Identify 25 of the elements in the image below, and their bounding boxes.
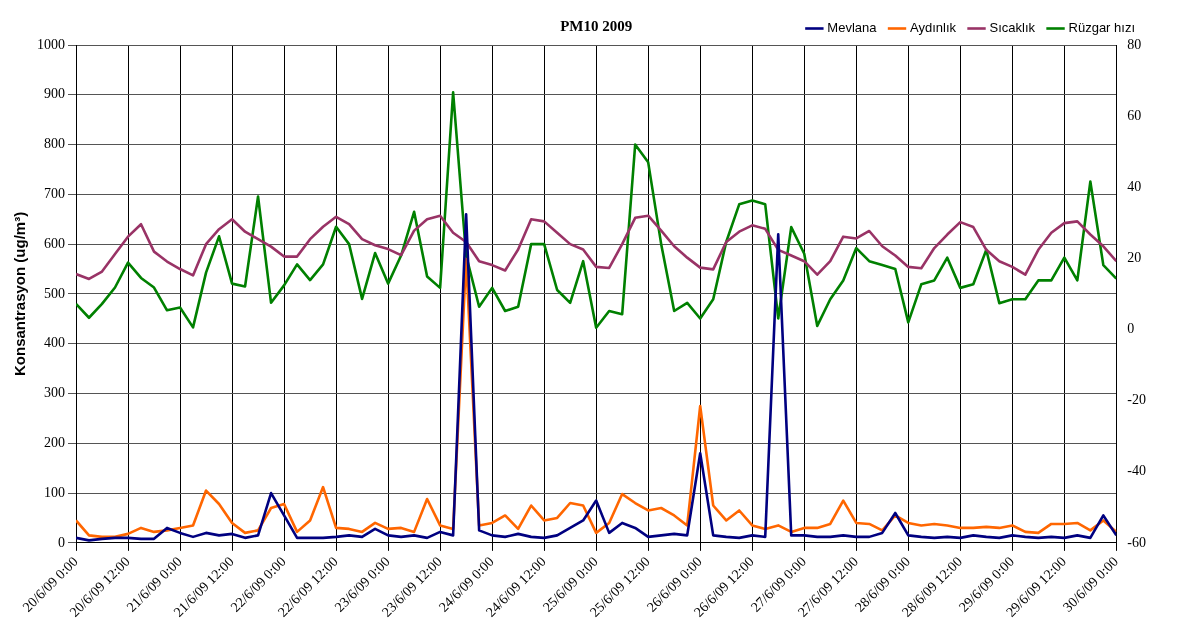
y-tick-label: 600 bbox=[44, 235, 65, 251]
chart-title: PM10 2009 bbox=[560, 17, 633, 34]
legend-label: Aydınlık bbox=[910, 20, 957, 36]
y-tick-label: 300 bbox=[44, 385, 65, 401]
y-tick-label: 700 bbox=[44, 186, 65, 202]
y2-tick-label: 20 bbox=[1127, 250, 1142, 266]
legend-label: Sıcaklık bbox=[989, 20, 1036, 36]
y2-tick-label: -20 bbox=[1127, 392, 1147, 408]
y2-tick-label: -60 bbox=[1127, 534, 1147, 550]
y2-tick-label: 60 bbox=[1127, 107, 1142, 123]
y-tick-label: 900 bbox=[44, 86, 65, 102]
y-tick-label: 400 bbox=[44, 335, 65, 351]
y-tick-label: 500 bbox=[44, 285, 65, 301]
y2-tick-label: 0 bbox=[1127, 321, 1135, 337]
y-tick-label: 0 bbox=[58, 534, 65, 550]
y2-tick-label: 80 bbox=[1127, 36, 1142, 52]
legend-label: Rüzgar hızı bbox=[1068, 20, 1136, 36]
y-tick-label: 200 bbox=[44, 434, 65, 450]
y-axis-title: Konsantrasyon (ug/m³) bbox=[11, 211, 29, 377]
y-tick-label: 800 bbox=[44, 136, 65, 152]
y2-tick-label: -40 bbox=[1127, 463, 1147, 479]
y-tick-label: 1000 bbox=[37, 36, 65, 52]
y-tick-label: 100 bbox=[44, 484, 65, 500]
legend-label: Mevlana bbox=[827, 20, 878, 36]
y2-tick-label: 40 bbox=[1127, 178, 1142, 194]
